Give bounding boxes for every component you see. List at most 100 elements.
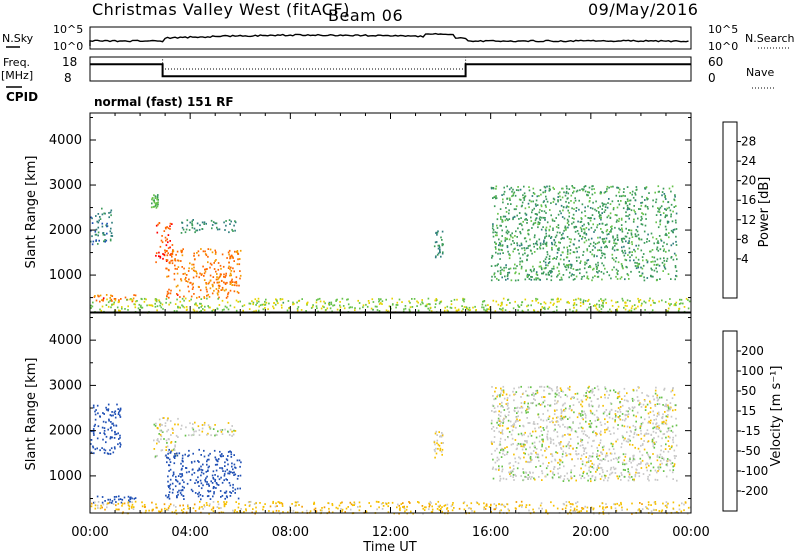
scatter-cell bbox=[119, 443, 122, 446]
scatter-cell bbox=[640, 461, 642, 464]
scatter-cell bbox=[613, 432, 615, 435]
scatter-cell bbox=[105, 421, 107, 424]
scatter-cell bbox=[625, 462, 628, 465]
scatter-cell bbox=[398, 504, 401, 507]
scatter-cell bbox=[239, 487, 241, 490]
scatter-cell bbox=[200, 465, 202, 468]
scatter-cell bbox=[430, 502, 432, 504]
scatter-cell bbox=[659, 206, 662, 209]
scatter-cell bbox=[500, 392, 502, 395]
scatter-cell bbox=[586, 472, 588, 475]
scatter-cell bbox=[675, 455, 677, 457]
scatter-cell bbox=[488, 308, 490, 311]
scatter-cell bbox=[192, 452, 194, 455]
scatter-cell bbox=[227, 293, 229, 295]
scatter-cell bbox=[631, 444, 634, 446]
scatter-cell bbox=[622, 267, 624, 270]
scatter-cell bbox=[198, 461, 200, 463]
scatter-cell bbox=[119, 436, 121, 439]
scatter-cell bbox=[606, 454, 609, 457]
scatter-cell bbox=[601, 502, 604, 505]
scatter-cell bbox=[618, 191, 620, 194]
scatter-cell bbox=[579, 272, 581, 275]
scatter-cell bbox=[638, 508, 640, 511]
scatter-cell bbox=[206, 463, 208, 466]
nsearch-tick-top: 10^5 bbox=[708, 23, 738, 36]
scatter-cell bbox=[646, 196, 648, 199]
scatter-cell bbox=[518, 272, 520, 275]
scatter-cell bbox=[596, 416, 598, 419]
scatter-cell bbox=[537, 403, 540, 406]
scatter-cell bbox=[168, 303, 170, 306]
scatter-cell bbox=[654, 501, 657, 503]
scatter-cell bbox=[666, 214, 668, 217]
scatter-cell bbox=[552, 471, 554, 474]
scatter-cell bbox=[495, 387, 497, 389]
scatter-cell bbox=[197, 493, 199, 495]
scatter-cell bbox=[611, 268, 614, 271]
scatter-cell bbox=[319, 300, 322, 303]
scatter-cell bbox=[594, 419, 597, 422]
scatter-cell bbox=[618, 475, 621, 478]
scatter-cell bbox=[331, 503, 334, 505]
scatter-cell bbox=[626, 425, 629, 428]
scatter-cell bbox=[533, 222, 535, 225]
scatter-cell bbox=[555, 203, 557, 206]
scatter-cell bbox=[562, 403, 565, 406]
scatter-cell bbox=[212, 276, 215, 278]
scatter-cell bbox=[513, 242, 515, 244]
scatter-cell bbox=[571, 185, 573, 187]
scatter-cell bbox=[121, 498, 124, 501]
colorbar-tick-label: 24 bbox=[741, 154, 756, 168]
scatter-cell bbox=[162, 253, 164, 255]
scatter-cell bbox=[233, 471, 235, 474]
scatter-cell bbox=[98, 239, 100, 242]
scatter-cell bbox=[498, 503, 500, 505]
scatter-cell bbox=[182, 305, 184, 308]
scatter-cell bbox=[169, 487, 171, 490]
scatter-cell bbox=[349, 501, 352, 504]
scatter-cell bbox=[549, 301, 552, 304]
scatter-cell bbox=[669, 298, 671, 300]
scatter-cell bbox=[643, 276, 645, 279]
scatter-cell bbox=[657, 242, 660, 244]
scatter-cell bbox=[541, 470, 543, 472]
scatter-cell bbox=[632, 454, 634, 457]
scatter-cell bbox=[563, 478, 565, 481]
scatter-cell bbox=[556, 256, 558, 258]
scatter-cell bbox=[573, 190, 575, 193]
scatter-cell bbox=[664, 504, 667, 507]
scatter-cell bbox=[677, 309, 680, 312]
scatter-cell bbox=[653, 269, 656, 272]
scatter-cell bbox=[502, 201, 504, 204]
scatter-cell bbox=[230, 471, 232, 473]
scatter-cell bbox=[612, 236, 614, 239]
scatter-cell bbox=[572, 404, 575, 406]
scatter-cell bbox=[133, 303, 136, 306]
scatter-cell bbox=[205, 288, 208, 291]
scatter-cell bbox=[484, 508, 487, 510]
scatter-cell bbox=[498, 413, 500, 416]
scatter-cell bbox=[157, 440, 160, 443]
scatter-cell bbox=[543, 399, 546, 402]
scatter-cell bbox=[585, 398, 588, 401]
scatter-cell bbox=[600, 308, 603, 310]
scatter-cell bbox=[226, 496, 228, 499]
scatter-cell bbox=[535, 213, 538, 215]
scatter-cell bbox=[223, 473, 226, 475]
scatter-cell bbox=[501, 194, 503, 196]
scatter-cell bbox=[654, 389, 657, 392]
scatter-cell bbox=[151, 202, 153, 205]
scatter-cell bbox=[641, 212, 643, 214]
scatter-cell bbox=[109, 211, 112, 214]
scatter-cell bbox=[565, 206, 568, 209]
scatter-cell bbox=[522, 220, 524, 223]
scatter-cell bbox=[519, 443, 522, 446]
scatter-cell bbox=[619, 406, 622, 408]
scatter-cell bbox=[666, 222, 669, 224]
scatter-cell bbox=[623, 237, 626, 240]
scatter-cell bbox=[557, 416, 559, 419]
scatter-cell bbox=[234, 250, 236, 253]
scatter-cell bbox=[168, 505, 171, 508]
scatter-cell bbox=[586, 249, 589, 252]
